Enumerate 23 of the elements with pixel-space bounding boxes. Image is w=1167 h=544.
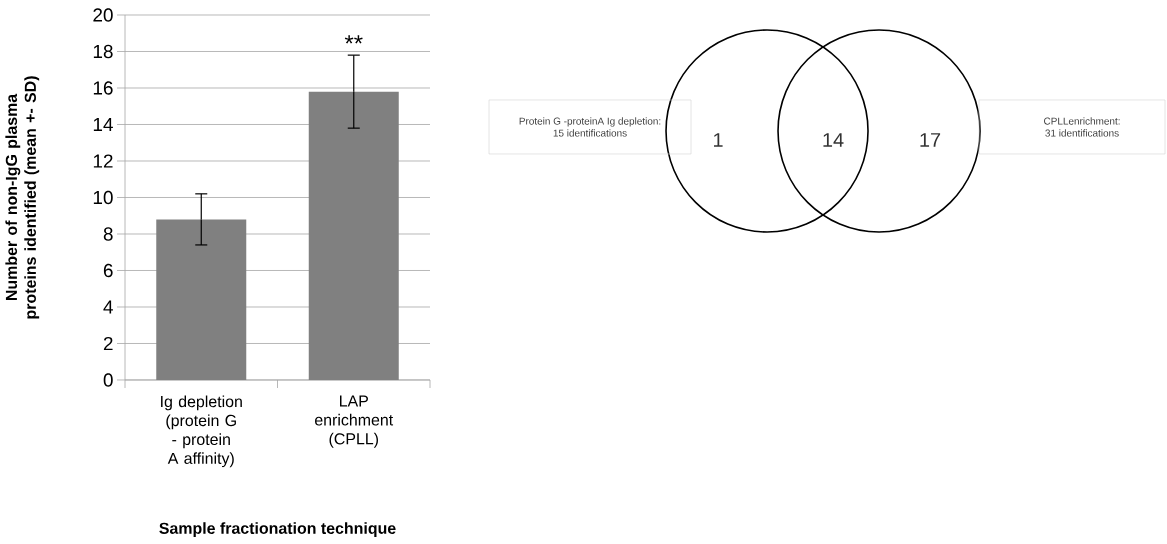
y-tick-label: 8 [103,227,113,241]
y-tick-label: 12 [93,154,113,168]
y-tick-label: 2 [103,336,113,351]
data-label: 14 [823,133,844,147]
text: 31 identifications [1045,129,1119,137]
y-tick-label: 6 [103,263,113,278]
x-tick-label: Ig depletion (protein G - protein A affinity) [161,395,242,468]
y-tick-label: 16 [93,81,113,95]
text: 15 identifications [553,129,627,137]
text: Protein G -proteinA Ig depletion: [519,117,661,127]
y-tick-label: 10 [93,190,113,205]
data-label: 1 [714,133,723,147]
y-axis-title: Number of non-IgG plasma proteins identified (mean +- SD) [5,76,40,319]
y-tick-label: 4 [103,300,113,314]
y-tick-label: 14 [93,117,113,131]
x-tick-label: LAP enrichment (CPLL) [315,395,394,448]
y-tick-label: 0 [103,373,113,387]
y-tick-label: 18 [93,44,113,59]
annotation: ** [344,35,363,44]
x-axis-title: Sample fractionation technique [159,522,396,538]
y-tick-label: 20 [93,8,113,22]
text: CPLLenrichment: [1044,117,1120,125]
data-label: 17 [920,133,941,147]
